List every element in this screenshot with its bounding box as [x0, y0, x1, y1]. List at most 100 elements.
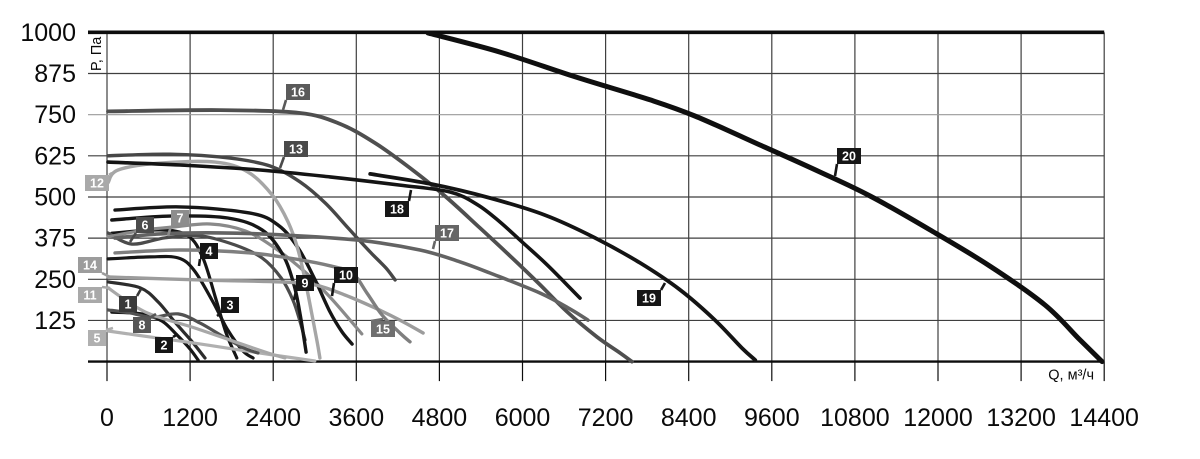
tag-number-4: 4 [206, 245, 213, 259]
curve-label-tag-12: 12 [85, 171, 113, 191]
curve-16 [106, 108, 634, 364]
curve-18 [106, 160, 582, 300]
y-tick-label-375: 375 [34, 225, 76, 253]
tag-box-20 [837, 148, 861, 164]
curve-8 [106, 308, 260, 355]
curve-label-tag-5: 5 [88, 326, 114, 346]
tag-box-15 [371, 321, 395, 337]
x-tick-label-9600: 9600 [744, 404, 800, 432]
x-tick-label-3600: 3600 [328, 404, 384, 432]
curve-label-tag-11: 11 [78, 285, 111, 303]
curve-label-tag-1: 1 [119, 288, 143, 312]
y-tick-label-625: 625 [34, 142, 76, 170]
tag-box-7 [171, 210, 189, 226]
curve-label-tag-17: 17 [431, 225, 459, 250]
tag-box-18 [385, 201, 409, 217]
tag-box-10 [334, 267, 358, 283]
tag-leader-8 [150, 312, 157, 319]
tag-leader-20 [833, 163, 839, 177]
grid-lines [88, 32, 1105, 362]
tag-number-2: 2 [161, 339, 168, 353]
tag-box-5 [88, 330, 106, 346]
tag-number-1: 1 [125, 298, 132, 312]
tag-number-17: 17 [440, 227, 454, 241]
curve-label-tag-6: 6 [128, 217, 154, 243]
tag-number-6: 6 [142, 219, 149, 233]
x-tick-label-12000: 12000 [903, 404, 973, 432]
tag-box-16 [286, 84, 310, 100]
x-tick-label-1200: 1200 [162, 404, 218, 432]
curve-13 [106, 152, 397, 282]
x-tick-label-10800: 10800 [820, 404, 890, 432]
curve-19 [368, 172, 758, 362]
tag-number-14: 14 [83, 259, 97, 273]
tag-number-10: 10 [339, 269, 353, 283]
curve-label-tag-7: 7 [166, 210, 189, 237]
y-tick-label-500: 500 [34, 183, 76, 211]
tag-leader-11 [101, 285, 111, 290]
curve-label-tag-19: 19 [637, 282, 667, 306]
tag-leader-14 [101, 271, 111, 279]
curve-label-tag-16: 16 [281, 84, 310, 111]
x-tick-label-7200: 7200 [578, 404, 634, 432]
curve-label-tag-9: 9 [292, 275, 314, 301]
tag-number-8: 8 [139, 319, 146, 333]
tag-box-19 [637, 290, 661, 306]
x-tick-label-2400: 2400 [245, 404, 301, 432]
curve-label-tag-20: 20 [833, 148, 861, 177]
tag-number-16: 16 [291, 86, 305, 100]
tag-box-2 [155, 337, 173, 353]
tag-leader-17 [431, 240, 437, 250]
tick-labels: 0 1200 2400 3600 4800 6000 7200 8400 9600 10800 12… [20, 19, 1139, 432]
tag-leader-1 [135, 288, 143, 297]
curve-15 [113, 248, 412, 344]
tag-box-14 [78, 257, 102, 273]
x-tick-label-13200: 13200 [986, 404, 1056, 432]
curve-label-tag-3: 3 [216, 297, 239, 318]
tag-leader-2 [172, 332, 179, 339]
tag-leader-9 [292, 290, 298, 301]
y-tick-label-250: 250 [34, 266, 76, 294]
tag-number-9: 9 [302, 277, 309, 291]
tag-number-11: 11 [83, 289, 96, 303]
tag-leader-7 [166, 225, 173, 237]
tag-number-5: 5 [94, 332, 101, 346]
curve-label-tag-2: 2 [155, 332, 179, 353]
tag-box-6 [136, 217, 154, 233]
curve-20 [425, 30, 1105, 365]
tag-box-8 [133, 317, 151, 333]
tag-box-17 [435, 225, 459, 241]
tag-leader-16 [281, 99, 288, 111]
tag-leader-13 [278, 156, 286, 169]
tag-number-12: 12 [90, 177, 104, 191]
curve-label-tag-15: 15 [370, 317, 395, 337]
y-tick-label-1000: 1000 [20, 19, 76, 47]
tag-number-20: 20 [842, 150, 856, 164]
x-tick-label-4800: 4800 [412, 404, 468, 432]
tag-number-3: 3 [227, 299, 234, 313]
curve-label-tag-8: 8 [133, 312, 157, 333]
curve-17 [113, 231, 590, 322]
tag-box-12 [85, 175, 109, 191]
y-tick-label-875: 875 [34, 60, 76, 88]
tag-box-9 [296, 275, 314, 291]
tag-box-3 [221, 297, 239, 313]
y-tick-label-750: 750 [34, 101, 76, 129]
curve-7 [106, 222, 364, 336]
tag-leader-3 [216, 311, 222, 318]
curve-label-tag-18: 18 [385, 189, 413, 217]
x-tick-label-14400: 14400 [1069, 404, 1139, 432]
tag-leader-12 [108, 171, 113, 177]
tag-box-11 [78, 287, 102, 303]
curve-label-tag-13: 13 [278, 141, 308, 169]
tag-leader-5 [105, 326, 114, 332]
tag-leader-10 [330, 282, 336, 297]
tag-leader-15 [370, 317, 384, 323]
curve-11 [106, 286, 287, 360]
y-axis-label: P, Па [89, 36, 105, 71]
curve-label-tag-10: 10 [330, 267, 358, 297]
axes [88, 30, 1105, 382]
